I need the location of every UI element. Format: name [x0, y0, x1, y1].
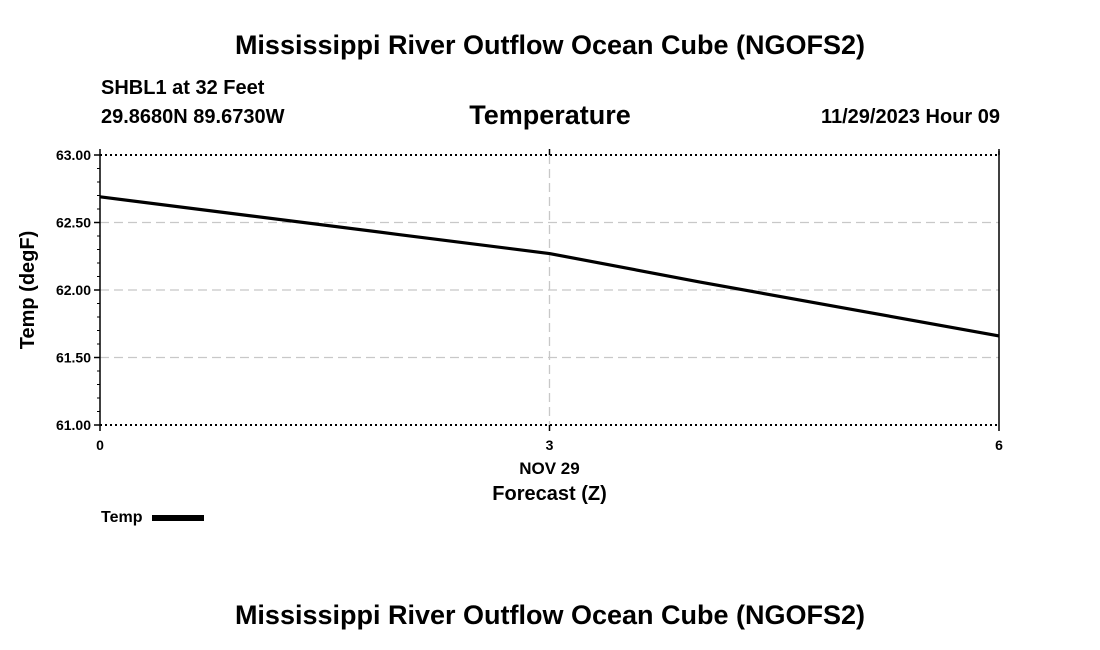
x-tick-label: 0 [96, 437, 104, 453]
y-tick-label: 62.50 [56, 215, 91, 231]
y-tick-label: 62.00 [56, 282, 91, 298]
footer-title: Mississippi River Outflow Ocean Cube (NG… [234, 600, 866, 630]
chart-title: Mississippi River Outflow Ocean Cube (NG… [234, 30, 866, 60]
legend-swatch [152, 515, 205, 521]
y-tick-label: 63.00 [56, 147, 91, 163]
y-axis-label: Temp (degF) [17, 231, 39, 350]
x-tick-label: 3 [546, 437, 554, 453]
y-tick-label: 61.00 [56, 417, 91, 433]
y-tick-label: 61.50 [56, 350, 91, 366]
series-line-temp [99, 195, 1000, 338]
x-axis-label: Forecast (Z) [492, 483, 606, 505]
x-date-label: NOV 29 [519, 459, 579, 478]
x-tick-label: 6 [995, 437, 1003, 453]
station-label: SHBL1 at 32 Feet [101, 77, 265, 99]
datetime-label: 11/29/2023 Hour 09 [820, 106, 1000, 128]
legend-label: Temp [101, 509, 143, 526]
chart-subtitle: Temperature [469, 100, 631, 130]
legend: Temp [101, 509, 205, 527]
coordinates-label: 29.8680N 89.6730W [101, 106, 285, 128]
